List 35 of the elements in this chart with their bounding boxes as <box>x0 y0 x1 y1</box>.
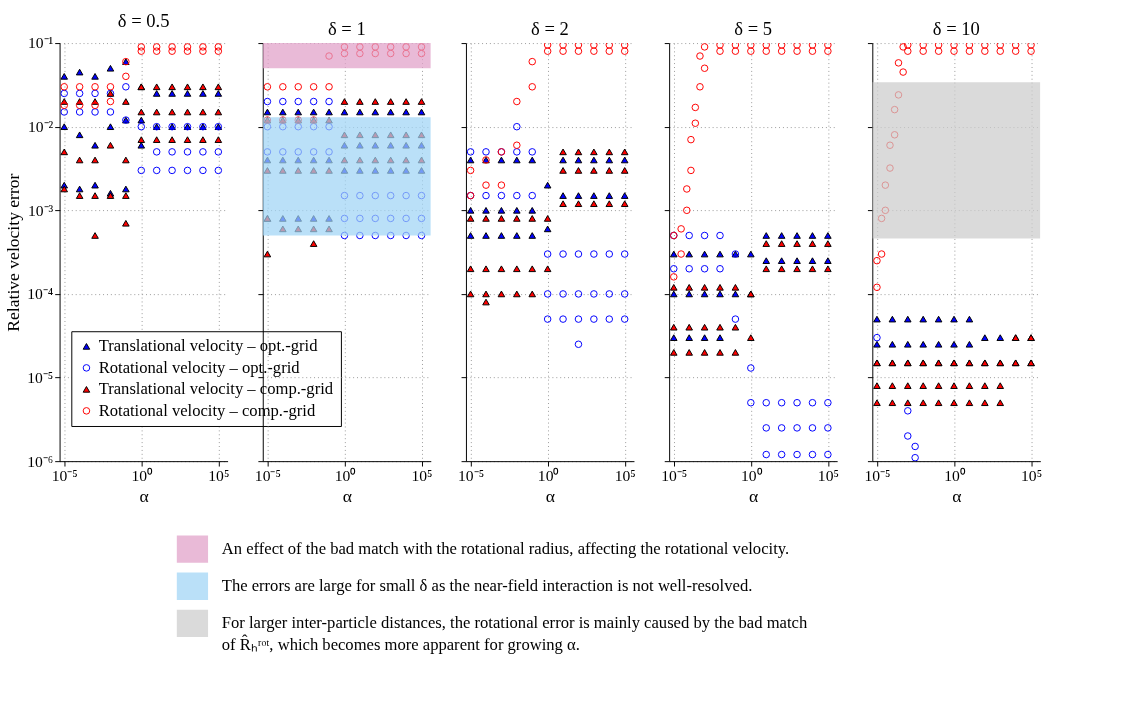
x-tick-label: 10⁵ <box>1021 467 1043 485</box>
x-axis-title: α <box>545 485 556 506</box>
x-tick-label: 10⁵ <box>817 467 839 485</box>
x-axis-title: α <box>139 485 149 506</box>
x-tick-label: 10⁻⁵ <box>661 467 688 485</box>
chart-title: δ = 2 <box>531 17 569 39</box>
x-tick-label: 10⁰ <box>334 467 357 485</box>
y-tick-label: 10⁻⁶ <box>27 452 54 470</box>
legend-label: For larger inter-particle distances, the rotational error is mainly caused by the bad match of R̂ₕʳᵒᵗ, which becomes more apparent for growing α. <box>221 613 808 654</box>
y-tick-label: 10⁻¹ <box>27 34 54 52</box>
x-axis-title: α <box>749 485 759 506</box>
chart-title: δ = 1 <box>327 17 366 39</box>
x-tick-label: 10⁰ <box>741 467 763 485</box>
x-tick-label: 10⁻⁵ <box>864 467 891 485</box>
legend-label: The errors are large for small δ as the near-field interaction is not well-resolved. <box>221 576 753 596</box>
legend-label: An effect of the bad match with the rotational radius, affecting the rotational velocity. <box>221 538 790 558</box>
x-tick-label: 10⁰ <box>944 467 966 485</box>
x-tick-label: 10⁰ <box>537 467 560 485</box>
y-tick-label: 10⁻² <box>27 118 54 136</box>
x-tick-label: 10⁻⁵ <box>458 467 485 485</box>
y-tick-label: 10⁻⁴ <box>27 285 54 303</box>
y-tick-label: 10⁻⁵ <box>27 368 54 386</box>
x-tick-label: 10⁵ <box>411 467 433 485</box>
x-tick-label: 10⁰ <box>131 467 154 485</box>
x-axis-title: α <box>342 485 352 506</box>
x-tick-label: 10⁵ <box>208 467 230 485</box>
x-axis-title: α <box>952 485 962 506</box>
y-axis-title: Relative velocity error <box>3 173 24 332</box>
chart-title: δ = 10 <box>932 17 980 39</box>
x-tick-label: 10⁻⁵ <box>254 467 281 485</box>
y-tick-label: 10⁻³ <box>27 201 54 219</box>
chart-title: δ = 0.5 <box>117 10 170 32</box>
chart-title: δ = 5 <box>734 17 773 39</box>
x-tick-label: 10⁵ <box>614 467 636 485</box>
x-tick-label: 10⁻⁵ <box>51 467 78 485</box>
